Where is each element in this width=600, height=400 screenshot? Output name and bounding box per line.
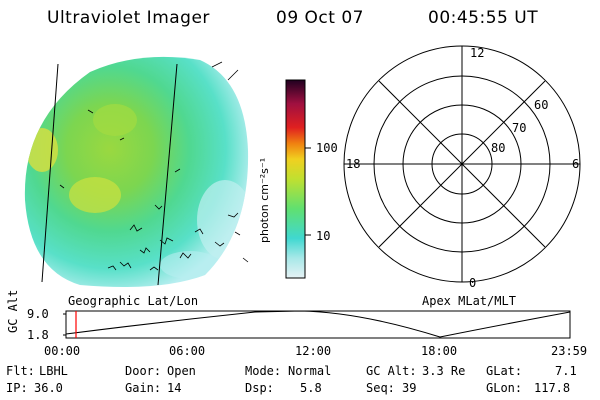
uv-image: [24, 56, 249, 288]
gain-value: 14: [167, 381, 182, 395]
filter-label: Flt:: [6, 364, 35, 378]
gain-label: Gain:: [125, 381, 162, 395]
strip-xtick-0600: 06:00: [169, 344, 206, 358]
colorbar-tick-100: 100: [316, 141, 338, 155]
gcalt-label: GC Alt:: [366, 364, 417, 378]
strip-xtick-2359: 23:59: [551, 344, 588, 358]
colorbar-tick-10: 10: [316, 229, 331, 243]
polar-plot: [343, 45, 581, 283]
door-label: Door:: [125, 364, 162, 378]
dsp-label: Dsp:: [245, 381, 274, 395]
image-caption: Geographic Lat/Lon: [68, 294, 199, 308]
strip-xtick-0000: 00:00: [44, 344, 81, 358]
ip-label: IP:: [6, 381, 28, 395]
glat-value: 7.1: [555, 364, 577, 378]
time-label: 00:45:55 UT: [428, 8, 539, 28]
strip-ytick-9: 9.0: [27, 307, 49, 321]
lat-label-80: 80: [491, 141, 506, 155]
polar-caption: Apex MLat/MLT: [422, 294, 516, 308]
colorbar: [285, 79, 311, 279]
filter-value: LBHL: [39, 364, 68, 378]
mlt-label-12: 12: [470, 46, 485, 60]
gcalt-value: 3.3 Re: [422, 364, 466, 378]
mlt-label-0: 0: [469, 276, 477, 290]
seq-label: Seq:: [366, 381, 395, 395]
strip-xtick-1800: 18:00: [421, 344, 458, 358]
glon-value: 117.8: [534, 381, 571, 395]
strip-axis-label: GC Alt: [6, 289, 20, 333]
lat-label-60: 60: [534, 98, 549, 112]
glon-label: GLon:: [486, 381, 523, 395]
mode-label: Mode:: [245, 364, 282, 378]
strip-ytick-1-8: 1.8: [27, 328, 49, 342]
altitude-strip-chart: [63, 310, 571, 339]
dsp-value: 5.8: [300, 381, 322, 395]
door-value: Open: [167, 364, 196, 378]
lat-label-70: 70: [512, 121, 527, 135]
mlt-label-6: 6: [572, 157, 580, 171]
mode-value: Normal: [288, 364, 332, 378]
mlt-label-18: 18: [346, 157, 361, 171]
ip-value: 36.0: [34, 381, 63, 395]
glat-label: GLat:: [486, 364, 523, 378]
seq-value: 39: [402, 381, 417, 395]
colorbar-unit-label: photon cm⁻²s⁻¹: [258, 157, 271, 243]
app-title: Ultraviolet Imager: [47, 8, 210, 28]
strip-xtick-1200: 12:00: [295, 344, 332, 358]
date-label: 09 Oct 07: [276, 8, 364, 28]
